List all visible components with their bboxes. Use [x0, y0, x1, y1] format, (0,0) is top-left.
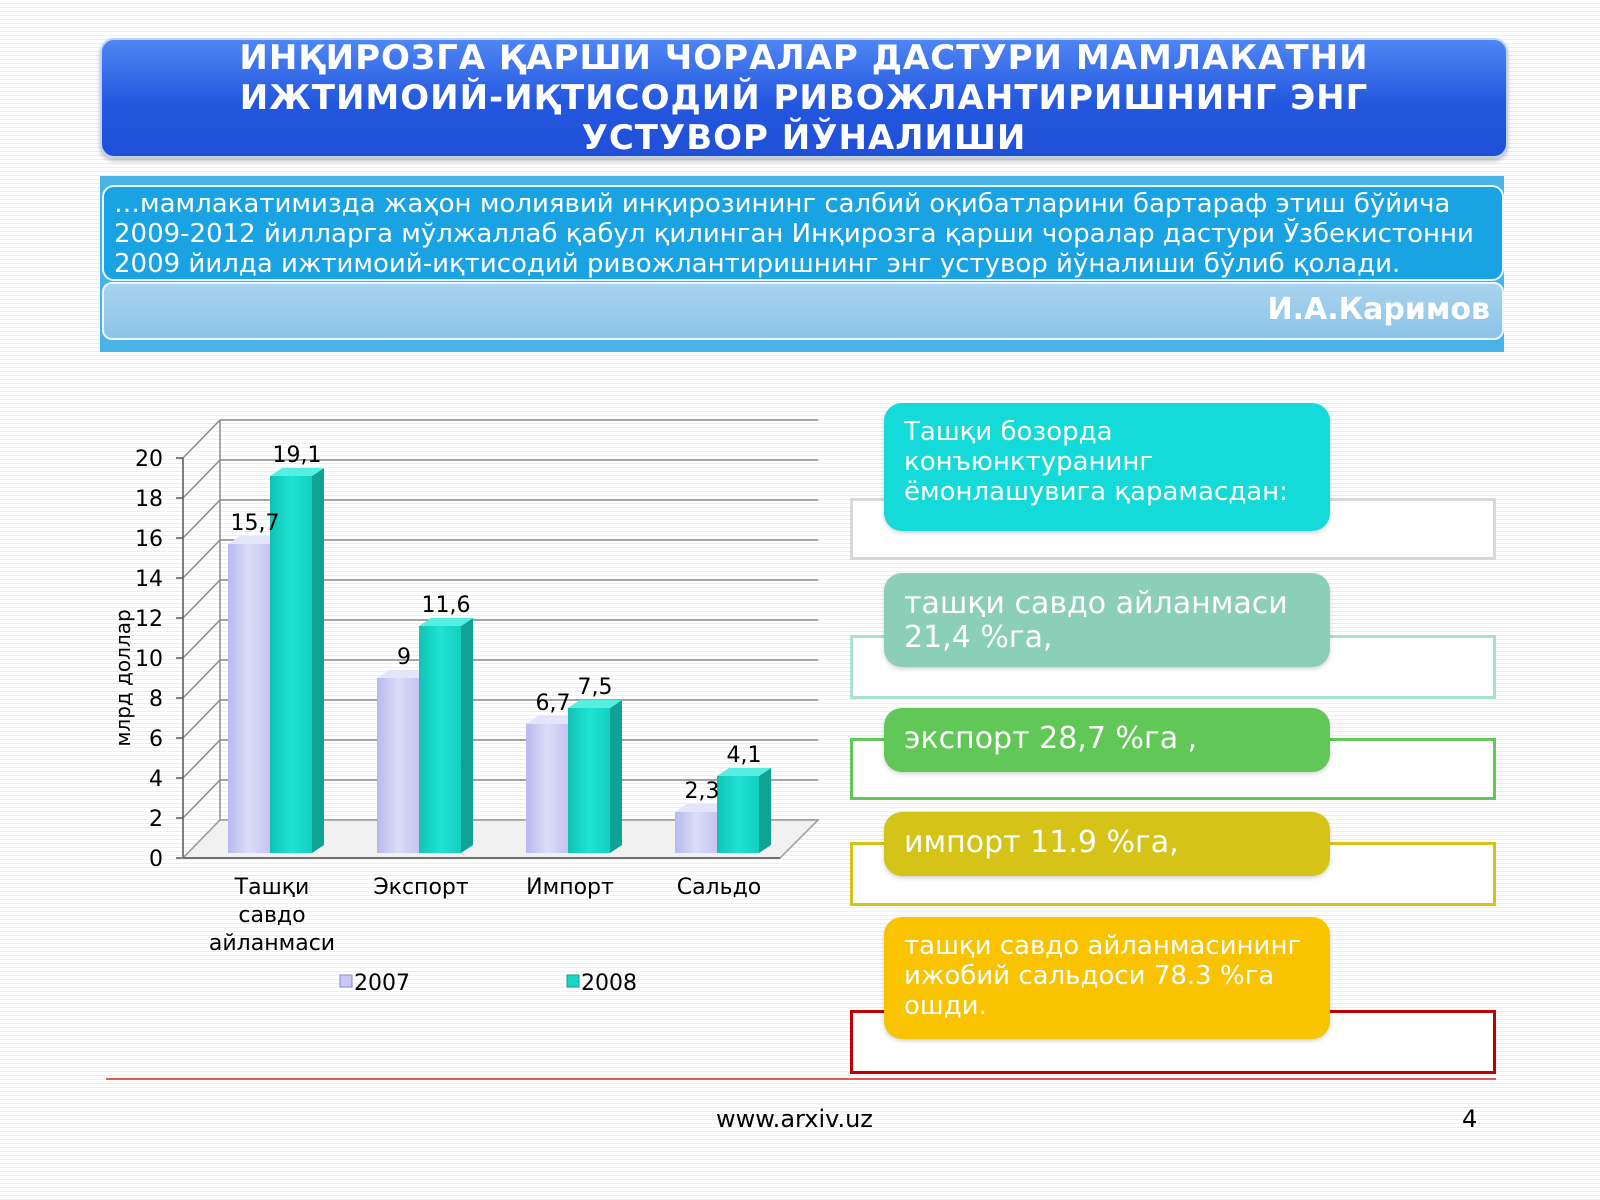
y-tick-label: 18	[135, 487, 163, 512]
gridline-diagonal	[182, 499, 221, 539]
bar-side	[312, 468, 324, 853]
gridline-diagonal	[182, 699, 221, 739]
title-banner: ИНҚИРОЗГА ҚАРШИ ЧОРАЛАР ДАСТУРИ МАМЛАКАТ…	[100, 38, 1508, 158]
callout-box: ташқи савдо айланмасининг ижобий сальдос…	[884, 917, 1330, 1039]
data-label: 11,6	[422, 593, 471, 618]
y-tick-label: 2	[149, 807, 163, 832]
bar	[419, 626, 461, 853]
y-tick-label: 6	[149, 727, 163, 752]
y-axis-label: млрд доллар	[111, 609, 135, 746]
data-label: 7,5	[578, 675, 613, 700]
y-tick-label: 12	[135, 607, 163, 632]
page-number: 4	[1462, 1105, 1478, 1133]
callout-box: импорт 11.9 %га,	[884, 812, 1330, 876]
gridline-diagonal	[182, 779, 221, 819]
bar	[568, 708, 610, 853]
legend-label: 2008	[581, 971, 637, 996]
y-tick-label: 20	[135, 447, 163, 472]
bar-side	[759, 768, 771, 853]
data-label: 4,1	[727, 743, 762, 768]
bar-top	[270, 468, 324, 476]
callout-text: экспорт 28,7 %га ,	[904, 721, 1198, 756]
gridline-diagonal	[182, 579, 221, 619]
quote-box: …мамлакатимизда жаҳон молиявий инқирозин…	[102, 185, 1504, 281]
gridline-diagonal	[182, 739, 221, 779]
legend-label: 2007	[354, 971, 410, 996]
bar-top	[717, 768, 771, 776]
bar	[717, 776, 759, 853]
callout-text: ташқи савдо айланмасининг ижобий сальдос…	[904, 931, 1302, 1021]
quote-text: …мамлакатимизда жаҳон молиявий инқирозин…	[114, 189, 1474, 279]
data-label: 2,3	[685, 779, 720, 804]
callout-box: Ташқи бозорда конъюнктуранинг ёмонлашуви…	[884, 403, 1330, 531]
gridline-diagonal	[182, 539, 221, 579]
y-tick-label: 14	[135, 567, 163, 592]
data-label: 19,1	[273, 443, 322, 468]
x-tick-label: Экспорт	[373, 875, 469, 900]
footer-divider	[106, 1078, 1496, 1080]
data-label: 9	[397, 645, 411, 670]
data-label: 15,7	[231, 511, 280, 536]
bar-top	[228, 536, 282, 544]
x-tick-label: Сальдо	[677, 875, 762, 900]
bar-side	[461, 618, 473, 853]
bar	[675, 812, 717, 853]
callout-text: ташқи савдо айланмаси 21,4 %га,	[904, 586, 1288, 655]
gridline-diagonal	[182, 419, 221, 459]
legend-swatch	[339, 974, 353, 988]
page-title: ИНҚИРОЗГА ҚАРШИ ЧОРАЛАР ДАСТУРИ МАМЛАКАТ…	[239, 38, 1369, 158]
bar-top	[568, 700, 622, 708]
bar-top	[526, 716, 580, 724]
bar	[270, 476, 312, 853]
callout-box: экспорт 28,7 %га ,	[884, 708, 1330, 772]
data-label: 6,7	[536, 691, 571, 716]
gridline-diagonal	[182, 659, 221, 699]
callout-text: импорт 11.9 %га,	[904, 825, 1179, 860]
y-tick-label: 4	[149, 767, 163, 792]
gridline-diagonal	[182, 459, 221, 499]
bar-side	[610, 700, 622, 853]
y-tick-label: 10	[135, 647, 163, 672]
x-tick-label: Ташқи савдо айланмаси	[209, 875, 335, 956]
footer-site: www.arxiv.uz	[716, 1105, 873, 1133]
bar	[526, 724, 568, 853]
author-box: И.А.Каримов	[102, 282, 1504, 340]
y-tick-label: 0	[149, 847, 163, 872]
legend-swatch	[566, 974, 580, 988]
callout-box: ташқи савдо айланмаси 21,4 %га,	[884, 573, 1330, 667]
bar	[228, 544, 270, 853]
y-tick-label: 8	[149, 687, 163, 712]
bar	[377, 678, 419, 853]
gridline-diagonal	[182, 619, 221, 659]
bar-top	[675, 804, 729, 812]
callout-text: Ташқи бозорда конъюнктуранинг ёмонлашуви…	[904, 417, 1288, 507]
bar-top	[377, 670, 431, 678]
x-tick-label: Импорт	[526, 875, 614, 900]
y-tick-label: 16	[135, 527, 163, 552]
bar-top	[419, 618, 473, 626]
quote-author: И.А.Каримов	[1267, 292, 1491, 327]
